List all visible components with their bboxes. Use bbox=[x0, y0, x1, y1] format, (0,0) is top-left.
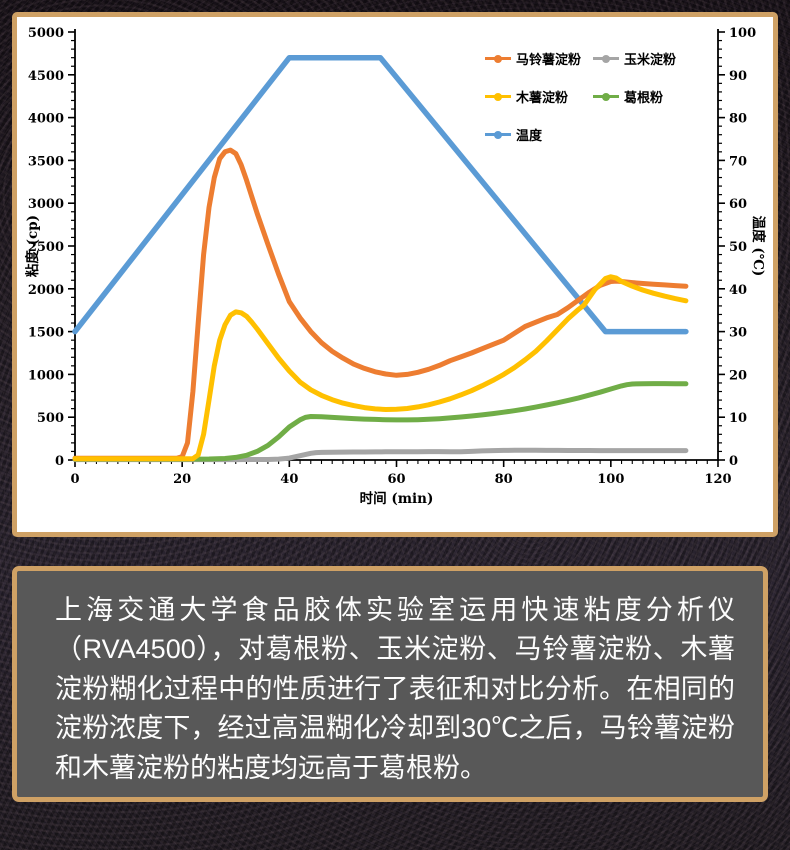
y-right-tick-label: 80 bbox=[729, 112, 747, 127]
y-left-tick-label: 500 bbox=[37, 411, 64, 426]
x-tick-label: 80 bbox=[495, 472, 513, 487]
y-right-tick-label: 40 bbox=[729, 283, 747, 298]
y-left-tick-label: 1500 bbox=[28, 326, 64, 341]
x-tick-label: 100 bbox=[597, 472, 624, 487]
y-left-tick-label: 2000 bbox=[28, 283, 64, 298]
y-left-tick-label: 3500 bbox=[28, 154, 64, 169]
chart-svg: 0500100015002000250030003500400045005000… bbox=[24, 26, 767, 507]
y-right-tick-label: 100 bbox=[729, 26, 756, 41]
legend-label: 木薯淀粉 bbox=[516, 91, 569, 106]
y-left-tick-label: 5000 bbox=[28, 26, 64, 41]
curve-葛根粉 bbox=[72, 381, 689, 462]
legend-item-2: 木薯淀粉 bbox=[485, 89, 593, 106]
legend-item-4: 温度 bbox=[485, 127, 593, 144]
y-axis-right-title: 温度 (℃) bbox=[750, 216, 767, 277]
y-right-tick-label: 90 bbox=[729, 69, 747, 84]
x-tick-label: 20 bbox=[173, 472, 191, 487]
caption-panel: 上海交通大学食品胶体实验室运用快速粘度分析仪（RVA4500），对葛根粉、玉米淀… bbox=[12, 566, 768, 802]
x-tick-label: 40 bbox=[280, 472, 298, 487]
y-left-tick-label: 2500 bbox=[28, 240, 64, 255]
y-left-tick-label: 0 bbox=[55, 454, 64, 469]
legend-label: 玉米淀粉 bbox=[624, 53, 677, 68]
legend-item-0: 马铃薯淀粉 bbox=[485, 51, 593, 68]
curve-温度 bbox=[72, 54, 689, 335]
y-right-tick-label: 50 bbox=[729, 240, 747, 255]
y-right-tick-label: 70 bbox=[729, 154, 747, 169]
y-axis-left-title: 粘度 (cp) bbox=[24, 215, 41, 277]
y-right-tick-label: 20 bbox=[729, 368, 747, 383]
y-left-tick-label: 4500 bbox=[28, 69, 64, 84]
y-left-tick-label: 1000 bbox=[28, 368, 64, 383]
legend-item-3: 葛根粉 bbox=[593, 89, 676, 106]
x-tick-label: 60 bbox=[387, 472, 405, 487]
y-right-tick-label: 30 bbox=[729, 326, 747, 341]
y-left-tick-label: 3000 bbox=[28, 197, 64, 212]
curve-马铃薯淀粉 bbox=[72, 147, 689, 461]
curve-玉米淀粉 bbox=[72, 447, 689, 463]
chart-legend: 马铃薯淀粉 玉米淀粉木薯淀粉 葛根粉温度 bbox=[485, 51, 677, 144]
legend-item-1: 玉米淀粉 bbox=[593, 51, 677, 68]
legend-label: 马铃薯淀粉 bbox=[516, 53, 582, 68]
legend-marker-icon bbox=[593, 54, 619, 63]
legend-marker-icon bbox=[485, 92, 511, 101]
legend-label: 温度 bbox=[516, 129, 543, 144]
curve-木薯淀粉 bbox=[72, 274, 689, 462]
legend-marker-icon bbox=[485, 130, 511, 139]
caption-text: 上海交通大学食品胶体实验室运用快速粘度分析仪（RVA4500），对葛根粉、玉米淀… bbox=[55, 595, 735, 783]
legend-marker-icon bbox=[593, 92, 619, 101]
legend-marker-icon bbox=[485, 54, 511, 63]
legend-label: 葛根粉 bbox=[624, 91, 664, 106]
y-left-tick-label: 4000 bbox=[28, 112, 64, 127]
y-right-tick-label: 10 bbox=[729, 411, 747, 426]
chart-card: 0 500 1000 1500 2000 2500 3000 3500 4000 4500 5000… bbox=[12, 12, 778, 537]
x-tick-label: 120 bbox=[704, 472, 731, 487]
x-axis-title: 时间 (min) bbox=[360, 490, 434, 507]
y-right-tick-label: 0 bbox=[729, 454, 738, 469]
y-right-tick-label: 60 bbox=[729, 197, 747, 212]
x-tick-label: 0 bbox=[70, 472, 79, 487]
